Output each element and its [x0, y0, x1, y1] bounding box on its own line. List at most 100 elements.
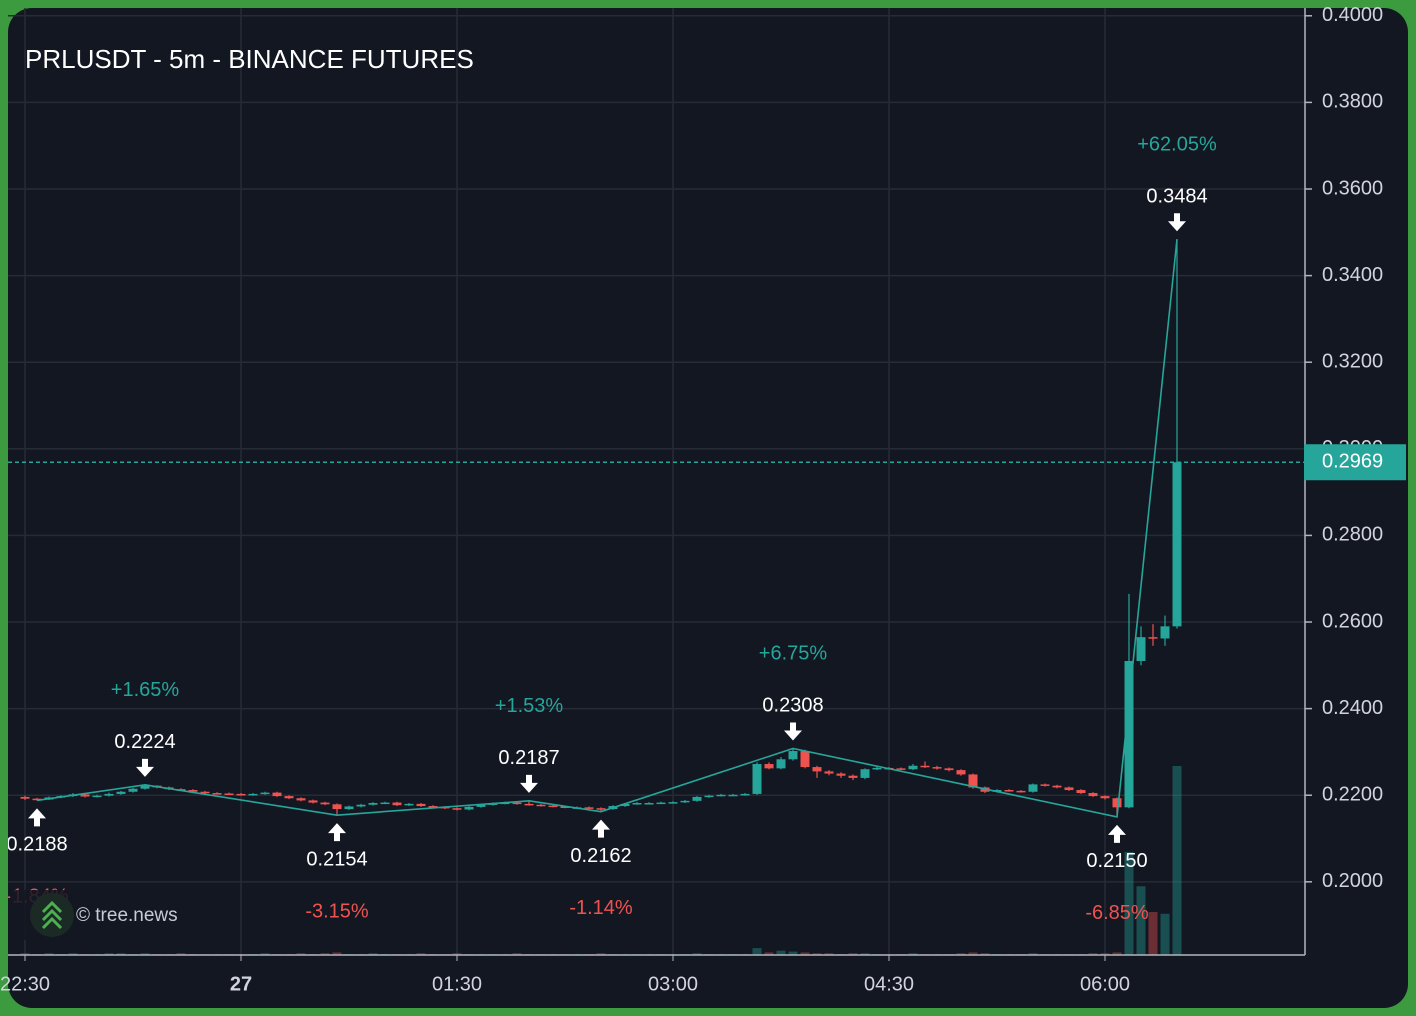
candle-body	[788, 751, 798, 760]
volume-bar	[692, 953, 702, 955]
volume-bar	[176, 953, 186, 955]
volume-bar	[956, 953, 966, 955]
candle-body	[596, 808, 606, 810]
y-tick-label: 0.2800	[1322, 524, 1383, 546]
candle-body	[620, 803, 630, 807]
candle-body	[140, 785, 150, 789]
candle-body	[1016, 790, 1026, 793]
y-tick-label: 0.2200	[1322, 783, 1383, 805]
candle-body	[1004, 790, 1014, 792]
candle-body	[968, 774, 978, 788]
volume-bar	[860, 953, 870, 955]
volume-bar	[1100, 953, 1110, 955]
candle-body	[356, 804, 366, 807]
watermark-icon	[41, 900, 63, 930]
y-tick-label: 0.3800	[1322, 91, 1383, 113]
candle-body	[524, 803, 534, 806]
candle-body	[80, 794, 90, 797]
candle-body	[200, 791, 210, 794]
candle-body	[716, 794, 726, 797]
volume-bar	[1088, 953, 1098, 955]
last-price-label: 0.2969	[1322, 451, 1383, 473]
pivot-price: 0.2224	[114, 731, 175, 753]
x-tick-label: 27	[230, 973, 252, 995]
axes: 0.20000.22000.24000.26000.28000.30000.32…	[0, 4, 1383, 995]
candle-body	[1124, 660, 1134, 808]
candle-body	[104, 793, 114, 796]
candle-body	[908, 765, 918, 770]
candle-body	[584, 807, 594, 809]
candle-body	[392, 802, 402, 806]
candle-body	[1052, 785, 1062, 788]
candle-body	[932, 767, 942, 769]
volume-bar	[788, 951, 798, 955]
candle-body	[32, 798, 42, 801]
pivot-price: 0.2162	[570, 845, 631, 867]
watermark-text: © tree.news	[76, 905, 178, 926]
candle-body	[692, 796, 702, 801]
candle-body	[728, 794, 738, 797]
volume-bar	[824, 953, 834, 955]
candle-body	[548, 805, 558, 808]
volume-bar	[764, 952, 774, 955]
pivot-arrow	[328, 823, 346, 842]
volume-bar	[452, 953, 462, 955]
y-tick-label: 0.4000	[1322, 4, 1383, 26]
pivot-change: -1.14%	[569, 897, 633, 919]
candle-body	[896, 768, 906, 770]
candle-body	[536, 804, 546, 807]
candle-body	[680, 800, 690, 803]
pivot-arrow	[1168, 213, 1186, 232]
x-tick-label: 22:30	[0, 973, 50, 995]
x-tick-label: 04:30	[864, 973, 914, 995]
volume-bar	[980, 953, 990, 955]
volume-bar	[812, 953, 822, 955]
candle-body	[1064, 787, 1074, 791]
y-tick-label: 0.2000	[1322, 870, 1383, 892]
pivot-change: +62.05%	[1137, 134, 1217, 156]
candle-body	[224, 793, 234, 795]
pivot-change: -6.85%	[1085, 902, 1149, 924]
candle-body	[812, 767, 822, 772]
pivot-change: +1.53%	[495, 695, 564, 717]
pivot-arrow	[592, 819, 610, 838]
volume-bar	[332, 952, 342, 955]
candle-body	[320, 802, 330, 805]
candle-body	[1172, 462, 1182, 627]
y-tick-label: 0.3600	[1322, 177, 1383, 199]
candle-body	[128, 788, 138, 792]
volume-bar	[1112, 952, 1122, 955]
candle-body	[296, 798, 306, 801]
last-price-box	[1304, 444, 1406, 481]
volume-bar	[512, 953, 522, 955]
candle-body	[368, 803, 378, 805]
candle-body	[1076, 790, 1086, 794]
pivot-price: 0.3484	[1146, 186, 1207, 208]
y-tick-label: 0.3200	[1322, 350, 1383, 372]
candle-body	[1100, 796, 1110, 799]
candle-body	[452, 808, 462, 810]
volume-bar	[752, 948, 762, 955]
candle-body	[848, 775, 858, 778]
candle-body	[476, 804, 486, 807]
pivot-change: -3.15%	[305, 900, 369, 922]
candle-body	[704, 795, 714, 798]
volume-bar	[44, 953, 54, 955]
candle-body	[644, 803, 654, 805]
candle-body	[776, 759, 786, 769]
candle-body	[1160, 626, 1170, 639]
pivot-arrow	[28, 808, 46, 827]
volume-bar	[1124, 851, 1134, 955]
candle-body	[752, 764, 762, 794]
zigzag: 0.2188-1.84%0.2224+1.65%0.2154-3.15%0.21…	[8, 134, 1305, 924]
candle-body	[860, 769, 870, 778]
candle-body	[116, 791, 126, 794]
candle-body	[344, 806, 354, 810]
volume-bar	[596, 953, 606, 955]
pivot-arrow	[520, 774, 538, 793]
pivot-change: +6.75%	[759, 643, 828, 665]
y-tick-label: 0.2600	[1322, 610, 1383, 632]
volume-bar	[848, 953, 858, 955]
